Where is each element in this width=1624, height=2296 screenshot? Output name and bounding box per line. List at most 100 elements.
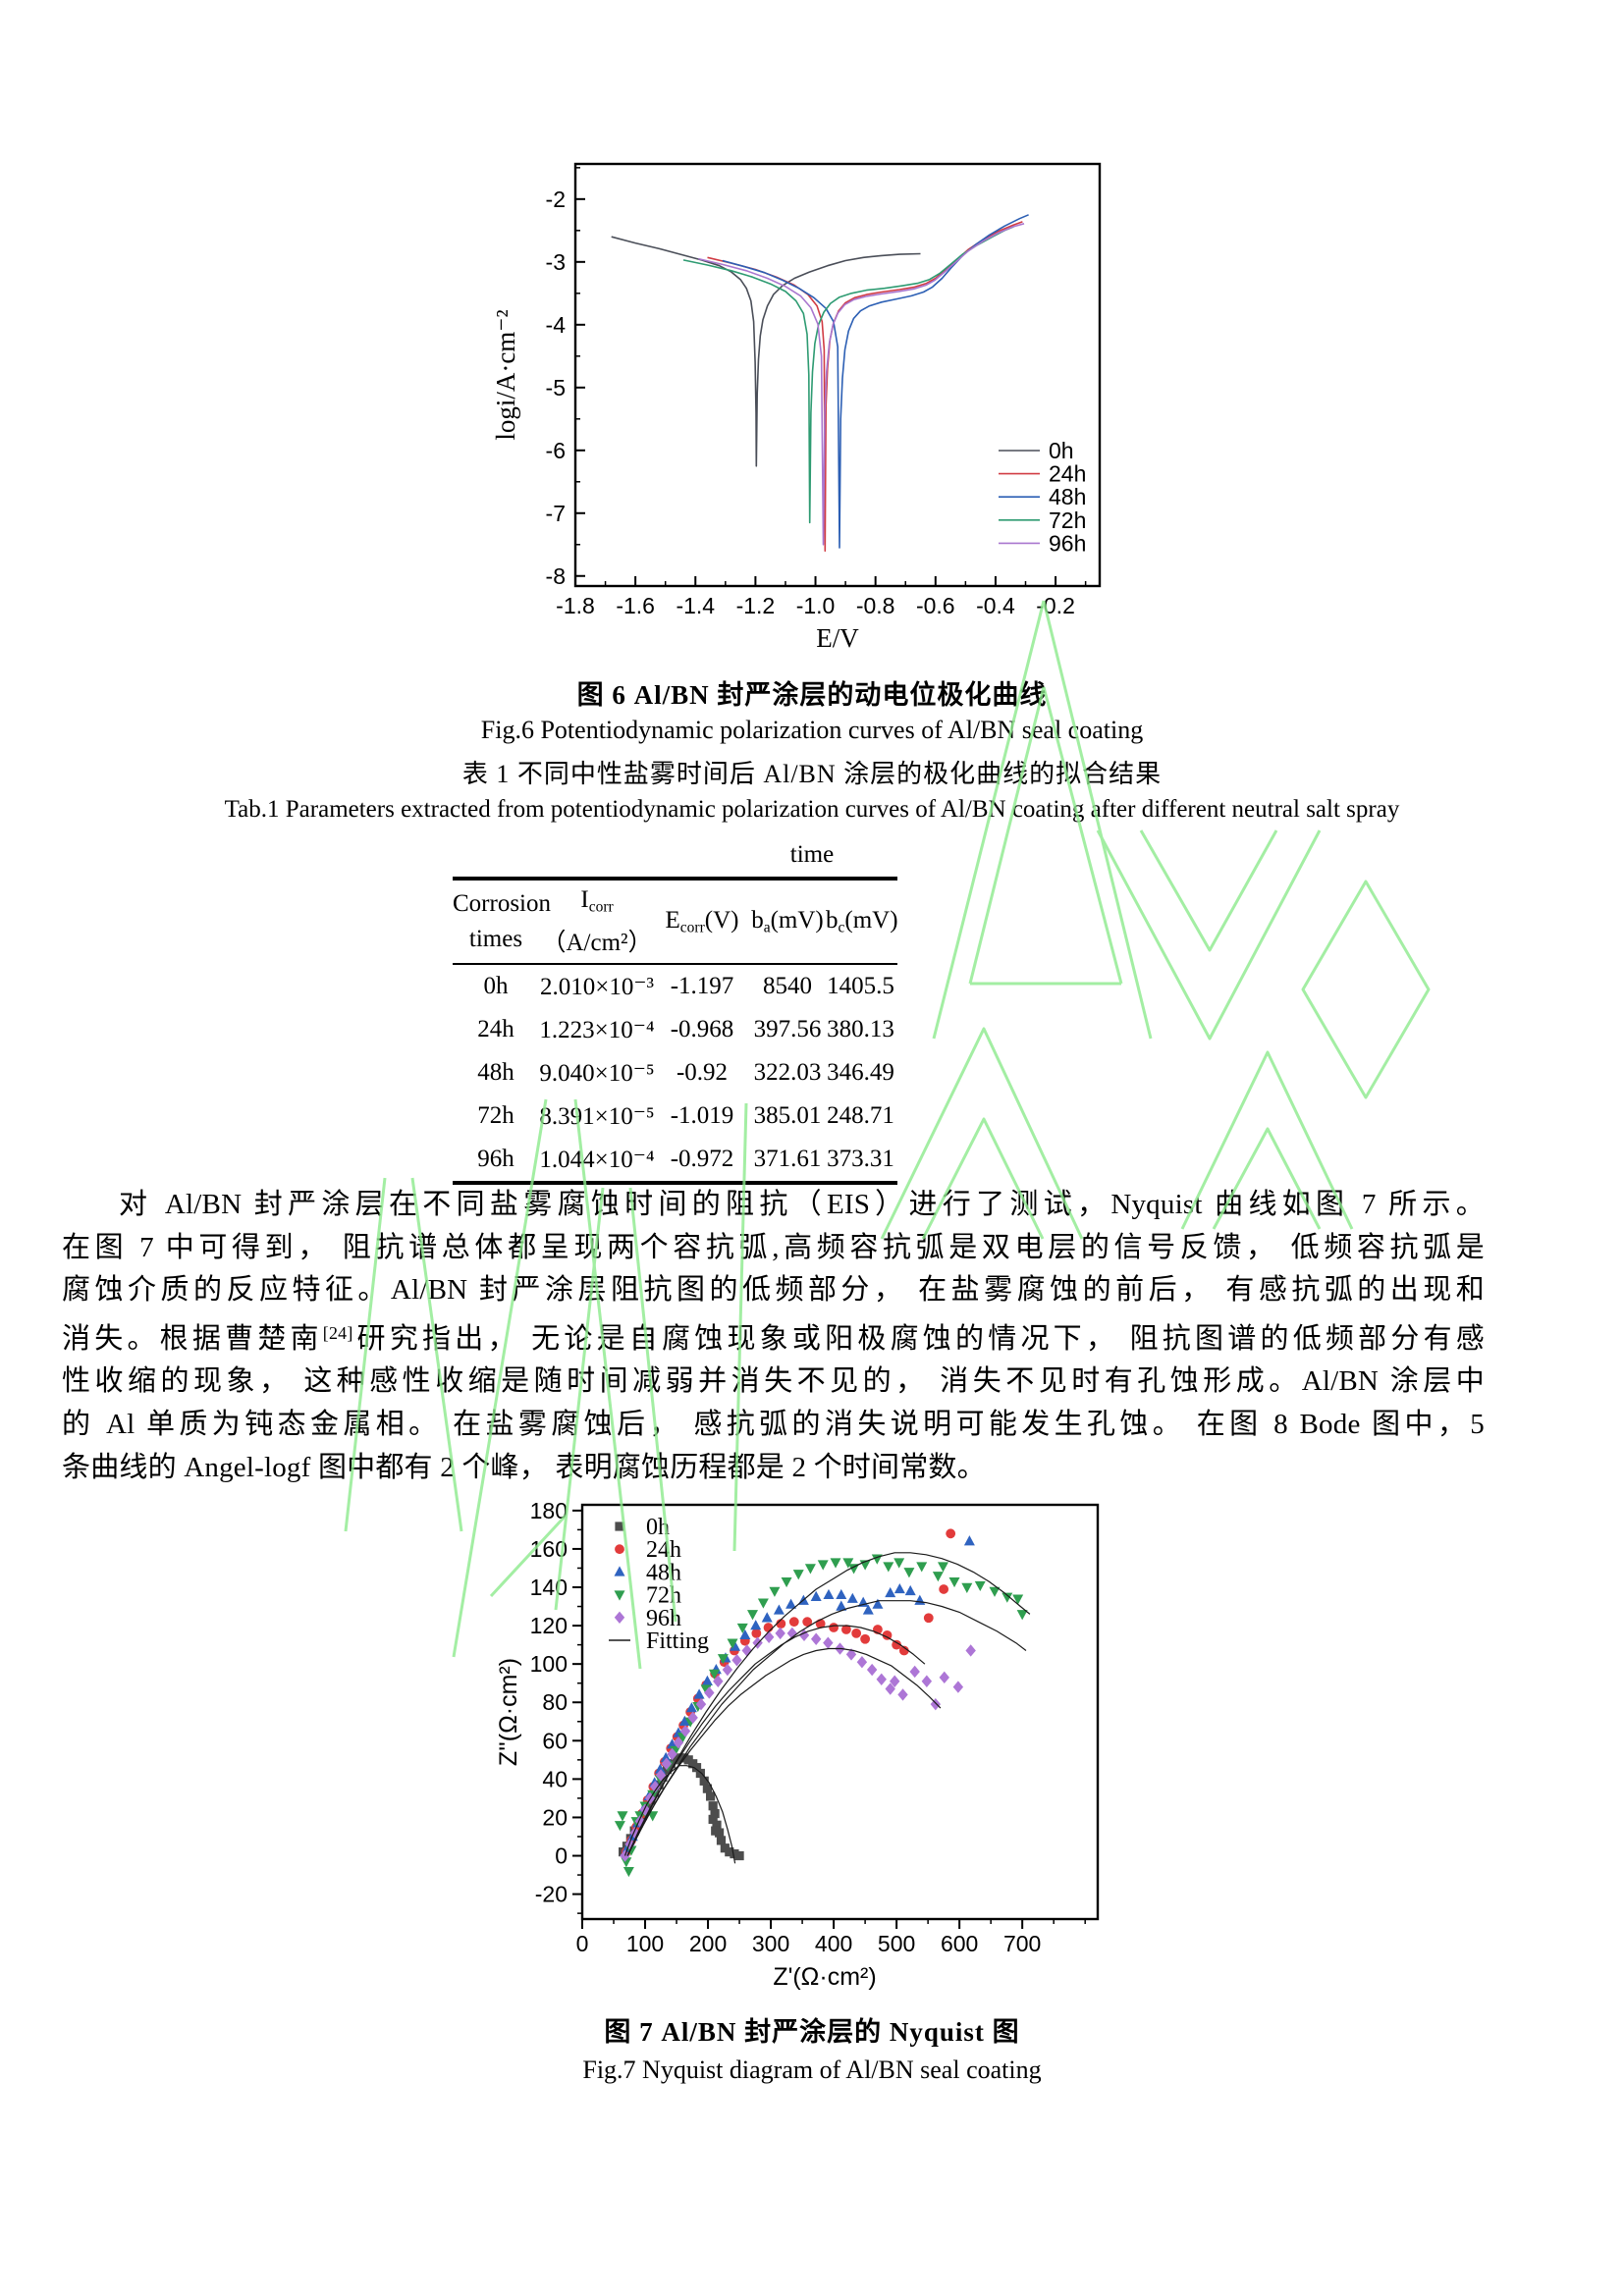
x-axis-label: E/V	[816, 623, 859, 653]
svg-text:60: 60	[542, 1728, 568, 1753]
svg-text:80: 80	[542, 1689, 568, 1715]
svg-text:-1.6: -1.6	[616, 593, 655, 618]
table1-caption-cn: 表 1 不同中性盐雾时间后 Al/BN 涂层的极化曲线的拟合结果	[461, 760, 1163, 788]
svg-text:-20: -20	[535, 1882, 568, 1907]
svg-text:0: 0	[576, 1931, 589, 1956]
svg-text:Fitting: Fitting	[646, 1629, 709, 1654]
svg-text:-6: -6	[546, 438, 566, 463]
series-Fitting	[623, 1552, 1031, 1864]
svg-text:72h: 72h	[646, 1583, 681, 1609]
svg-text:180: 180	[530, 1498, 568, 1523]
x-axis-label: Z'(Ω·cm²)	[773, 1963, 876, 1991]
svg-text:200: 200	[689, 1931, 727, 1956]
paragraph-line: 性收缩的现象， 这种感性收缩是随时间减弱并消失不见的， 消失不见时有孔蚀形成。A…	[62, 1365, 1485, 1398]
svg-text:-5: -5	[546, 375, 566, 400]
svg-text:-8: -8	[546, 563, 566, 589]
citation-superscript: [24]	[322, 1322, 353, 1343]
svg-text:100: 100	[626, 1931, 664, 1956]
svg-text:-7: -7	[546, 501, 566, 526]
table-cell: 1405.5	[827, 973, 894, 999]
header-corrosion-times: Corrosion times	[453, 890, 551, 952]
table-cell: 72h	[477, 1102, 514, 1129]
table-cell: 8540	[763, 973, 812, 999]
svg-text:400: 400	[815, 1931, 852, 1956]
table-cell: 1.044×10⁻⁴	[539, 1147, 655, 1173]
table-cell: -1.197	[670, 973, 734, 999]
axes: -1.8 -1.6 -1.4 -1.2 -1.0 -0.8 -0.6 -0.4 -0.2 -8 -7…	[546, 167, 1087, 618]
table-cell: 380.13	[827, 1016, 894, 1042]
table-cell: 24h	[477, 1016, 514, 1042]
svg-text:140: 140	[530, 1575, 568, 1600]
plot-box	[573, 162, 1102, 588]
table-cell: 9.040×10⁻⁵	[539, 1060, 655, 1087]
header-ecorr: Ecorr(V)	[665, 906, 739, 936]
series-0h	[619, 1753, 744, 1861]
series-48h	[722, 214, 1029, 549]
svg-text:72h: 72h	[1049, 507, 1086, 533]
paragraph-line: 的 Al 单质为钝态金属相。 在盐雾腐蚀后， 感抗弧的消失说明可能发生孔蚀。 在…	[62, 1408, 1485, 1440]
table-cell: -1.019	[670, 1102, 734, 1129]
svg-text:-3: -3	[546, 249, 566, 275]
table-row: 72h 8.391×10⁻⁵ -1.019 385.01 248.71	[453, 1095, 897, 1138]
table1-caption-en: Tab.1 Parameters extracted from potentio…	[224, 796, 1400, 823]
svg-text:-0.6: -0.6	[916, 593, 955, 618]
y-axis-label: Z''(Ω·cm²)	[495, 1658, 522, 1766]
table-row: 24h 1.223×10⁻⁴ -0.968 397.56 380.13	[453, 1008, 897, 1051]
table-cell: 0h	[483, 973, 509, 999]
svg-text:-1.0: -1.0	[796, 593, 836, 618]
svg-text:-2: -2	[546, 187, 566, 212]
table-cell: 373.31	[827, 1146, 894, 1172]
series-72h	[682, 226, 1014, 524]
table-cell: 322.03	[753, 1059, 822, 1086]
nyquist-chart: 0 100 200 300 400 500 600 700 -20 0 20 40 60 80 100 120…	[495, 1498, 1100, 1991]
svg-text:700: 700	[1003, 1931, 1041, 1956]
table-cell: 385.01	[753, 1102, 822, 1129]
table-cell: 96h	[477, 1146, 514, 1172]
table-cell: -0.972	[670, 1146, 734, 1172]
table-body: 0h 2.010×10⁻³ -1.197 8540 1405.5 24h 1.223×10⁻…	[453, 965, 897, 1181]
svg-text:-1.4: -1.4	[676, 593, 715, 618]
svg-text:-0.2: -0.2	[1036, 593, 1075, 618]
table-cell: 1.223×10⁻⁴	[539, 1017, 655, 1043]
table-row: 0h 2.010×10⁻³ -1.197 8540 1405.5	[453, 965, 897, 1008]
table-header-row: Corrosion times Icorr （A/cm²） Ecorr(V) b…	[453, 881, 898, 965]
table-cell: 346.49	[827, 1059, 894, 1086]
series-24h	[707, 221, 1023, 553]
svg-text:96h: 96h	[646, 1606, 681, 1631]
figure7-caption-cn: 图 7 Al/BN 封严涂层的 Nyquist 图	[604, 2017, 1020, 2047]
y-axis-label: logi/A·cm⁻²	[491, 309, 520, 440]
paragraph-line: 消失。根据曹楚南[24]研究指出， 无论是自腐蚀现象或阳极腐蚀的情况下， 阻抗图…	[62, 1322, 1485, 1355]
table-cell: 248.71	[827, 1102, 894, 1129]
svg-text:120: 120	[530, 1613, 568, 1638]
paragraph-line: 对 Al/BN 封严涂层在不同盐雾腐蚀时间的阻抗（EIS）进行了测试，Nyqui…	[119, 1189, 1485, 1220]
figure7-caption-en: Fig.7 Nyquist diagram of Al/BN seal coat…	[582, 2056, 1042, 2084]
table-cell: -0.968	[670, 1016, 734, 1042]
svg-text:0: 0	[555, 1843, 568, 1869]
svg-text:160: 160	[530, 1536, 568, 1562]
paragraph-line: 腐蚀介质的反应特征。Al/BN 封严涂层阻抗图的低频部分， 在盐雾腐蚀的前后， …	[62, 1274, 1485, 1307]
header-ba: ba(mV)	[751, 906, 824, 936]
table-cell: -0.92	[676, 1059, 729, 1086]
table-row: 48h 9.040×10⁻⁵ -0.92 322.03 346.49	[453, 1051, 897, 1095]
table-cell: 48h	[477, 1059, 514, 1086]
svg-text:48h: 48h	[1049, 484, 1086, 509]
svg-text:-1.8: -1.8	[556, 593, 595, 618]
svg-text:-1.2: -1.2	[736, 593, 776, 618]
series-96h	[698, 223, 1025, 546]
figure6-caption-cn: 图 6 Al/BN 封严涂层的动电位极化曲线	[576, 680, 1048, 710]
paragraph-line: 在图 7 中可得到， 阻抗谱总体都呈现两个容抗弧,高频容抗弧是双电层的信号反馈，…	[62, 1231, 1485, 1263]
table-cell: 2.010×10⁻³	[539, 974, 655, 1000]
svg-text:300: 300	[752, 1931, 789, 1956]
table-row: 96h 1.044×10⁻⁴ -0.972 371.61 373.31	[453, 1138, 897, 1181]
svg-text:-0.4: -0.4	[976, 593, 1015, 618]
header-bc: bc(mV)	[826, 906, 898, 936]
table-cell: 371.61	[753, 1146, 822, 1172]
svg-text:-4: -4	[546, 312, 567, 338]
series-0h	[611, 236, 921, 467]
table1-caption-en-line2: time	[789, 841, 835, 868]
polarization-fit-table: Corrosion times Icorr （A/cm²） Ecorr(V) b…	[453, 877, 898, 1185]
svg-text:24h: 24h	[646, 1537, 681, 1563]
